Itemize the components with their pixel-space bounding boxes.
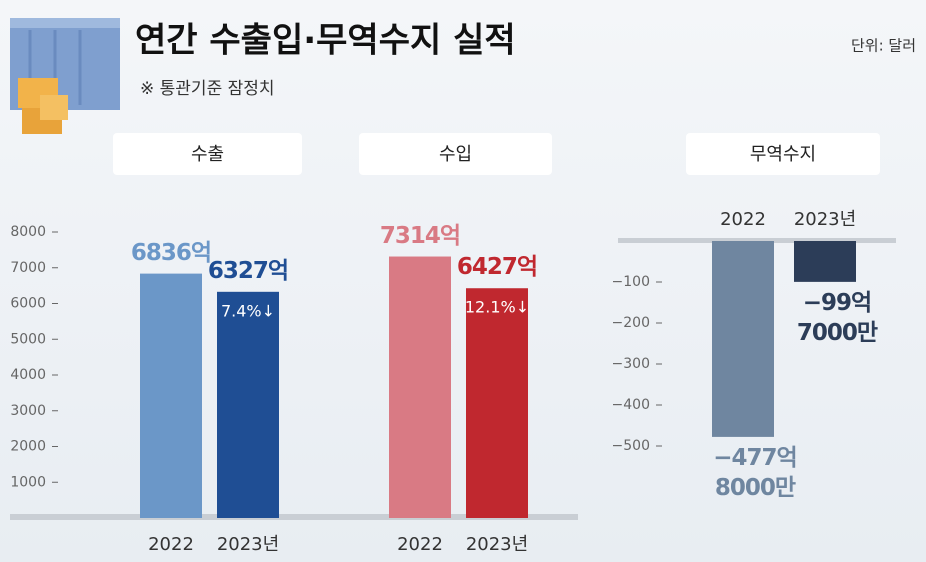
y-tick-label: 6000: [10, 296, 46, 312]
header-pill: [686, 133, 880, 175]
x-tick-label: 2023년: [794, 209, 856, 230]
chart-title: 수출: [191, 144, 224, 165]
y-tick-label: −500: [612, 438, 650, 454]
y-tick-label: 7000: [10, 260, 46, 276]
subtitle: ※ 통관기준 잠정치: [140, 79, 275, 99]
change-label: 12.1%↓: [465, 298, 529, 317]
title: 연간 수출입·무역수지 실적: [135, 21, 516, 61]
y-tick-label: −100: [612, 274, 650, 290]
y-tick-label: 5000: [10, 331, 46, 347]
change-label: 7.4%↓: [221, 301, 275, 320]
chart-title: 무역수지: [750, 144, 816, 165]
bar: [140, 273, 202, 518]
container-icon: [10, 18, 120, 134]
header-pill: [359, 133, 552, 175]
y-tick-label: 2000: [10, 439, 46, 455]
value-label: −477억 8000만: [713, 444, 797, 501]
value-label: −99억 7000만: [796, 289, 878, 346]
zero-line: [618, 238, 896, 243]
x-tick-label: 2022: [148, 534, 194, 555]
bar: [794, 241, 856, 282]
x-tick-label: 2022: [397, 534, 443, 555]
baseline: [10, 514, 578, 520]
value-label: 6327억: [207, 257, 289, 284]
y-tick-label: −200: [612, 315, 650, 331]
unit: 단위: 달러: [851, 37, 916, 55]
y-tick-label: 8000: [10, 224, 46, 240]
bar: [712, 241, 774, 437]
y-tick-label: −300: [612, 356, 650, 372]
value-label: 6836억: [130, 239, 212, 266]
x-tick-label: 2022: [720, 209, 766, 230]
value-label: 7314억: [379, 222, 461, 249]
value-label: 6427억: [456, 254, 538, 281]
bar: [217, 291, 279, 518]
x-tick-label: 2023년: [466, 534, 528, 555]
y-tick-label: −400: [612, 397, 650, 413]
y-tick-label: 3000: [10, 403, 46, 419]
x-tick-label: 2023년: [217, 534, 279, 555]
chart-title: 수입: [439, 144, 472, 165]
header-pill: [113, 133, 302, 175]
y-tick-label: 1000: [10, 474, 46, 490]
y-tick-label: 4000: [10, 367, 46, 383]
bar: [389, 256, 451, 518]
bar: [466, 288, 528, 518]
